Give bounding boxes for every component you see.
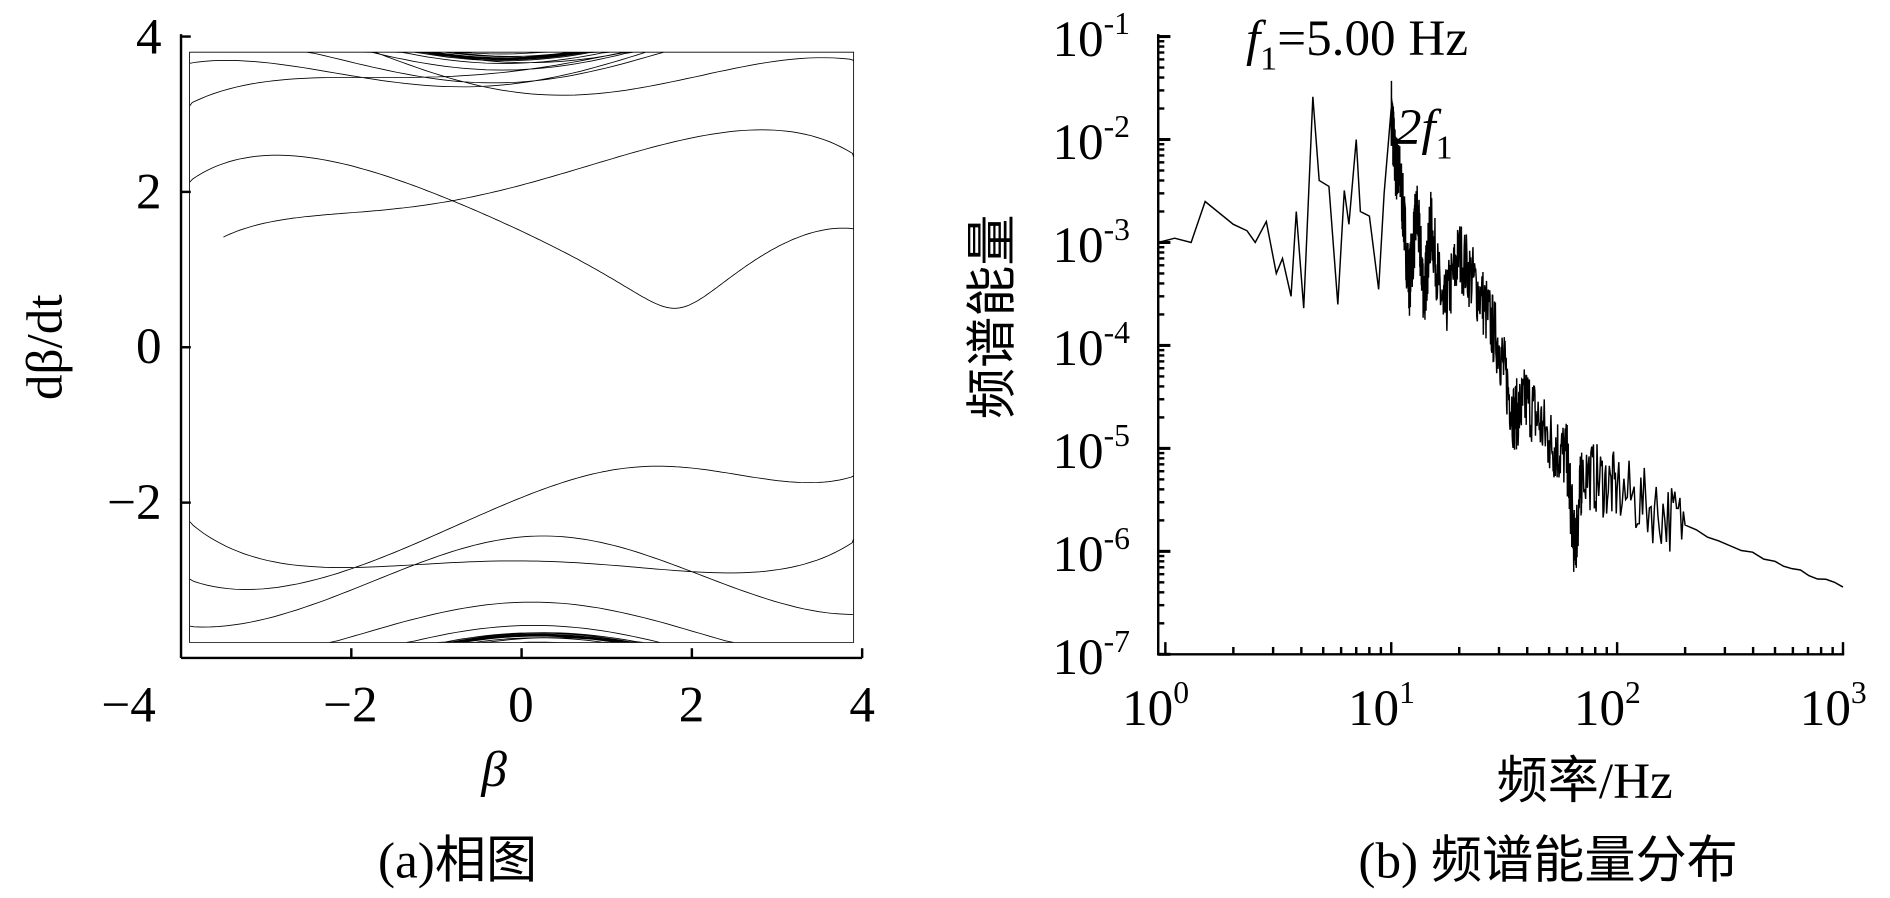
- x-axis-label: β: [480, 741, 507, 798]
- phase-portrait-panel: −4 −2 0 2 4 4 2 0 −2 β dβ/dt (a)相图: [17, 9, 875, 890]
- y-tick-label: 10-1: [1052, 6, 1130, 68]
- y-axis-label: dβ/dt: [17, 294, 74, 400]
- annotation-sub: 1: [1436, 129, 1453, 166]
- y-tick-label: 4: [136, 9, 162, 66]
- annotation-f: 2f: [1396, 99, 1443, 156]
- y-tick-label: 0: [136, 318, 162, 375]
- x-tick-label: 2: [679, 676, 705, 733]
- y-tick-label: 10-5: [1052, 418, 1130, 480]
- y-axis-label: 频谱能量: [965, 214, 1022, 419]
- annotation-sub: 1: [1260, 40, 1277, 77]
- x-tick-label: −2: [323, 676, 377, 733]
- spectrum-line: [1158, 80, 1844, 588]
- y-tick-label: 10-2: [1052, 109, 1130, 171]
- annotation-rest: =5.00 Hz: [1277, 10, 1468, 67]
- y-tick-label: 10-7: [1052, 624, 1130, 686]
- annotation-f1: f1=5.00 Hz: [1246, 10, 1468, 78]
- x-tick-label: −4: [101, 676, 155, 733]
- y-tick-label: 10-6: [1052, 521, 1130, 583]
- x-tick-label: 0: [508, 676, 534, 733]
- annotation-2f1: 2f1: [1396, 99, 1453, 167]
- y-tick-label: 10-4: [1052, 315, 1130, 377]
- panel-caption-b: (b) 频谱能量分布: [1358, 832, 1737, 889]
- x-axis-label: 频率/Hz: [1497, 753, 1673, 810]
- x-tick-label: 102: [1574, 675, 1641, 737]
- y-tick-label: −2: [107, 474, 161, 531]
- x-tick-label: 101: [1348, 675, 1415, 737]
- phase-trajectory: [189, 51, 855, 643]
- spectrum-panel: 10-1 10-2 10-3 10-4 10-5 10-6 10-7 100 101 102 10…: [965, 6, 1867, 889]
- x-tick-label: 100: [1122, 675, 1189, 737]
- x-tick-label: 103: [1800, 675, 1867, 737]
- panel-caption-a: (a)相图: [378, 832, 537, 889]
- y-tick-label: 2: [136, 163, 162, 220]
- y-tick-label: 10-3: [1052, 212, 1130, 274]
- x-tick-label: 4: [849, 676, 875, 733]
